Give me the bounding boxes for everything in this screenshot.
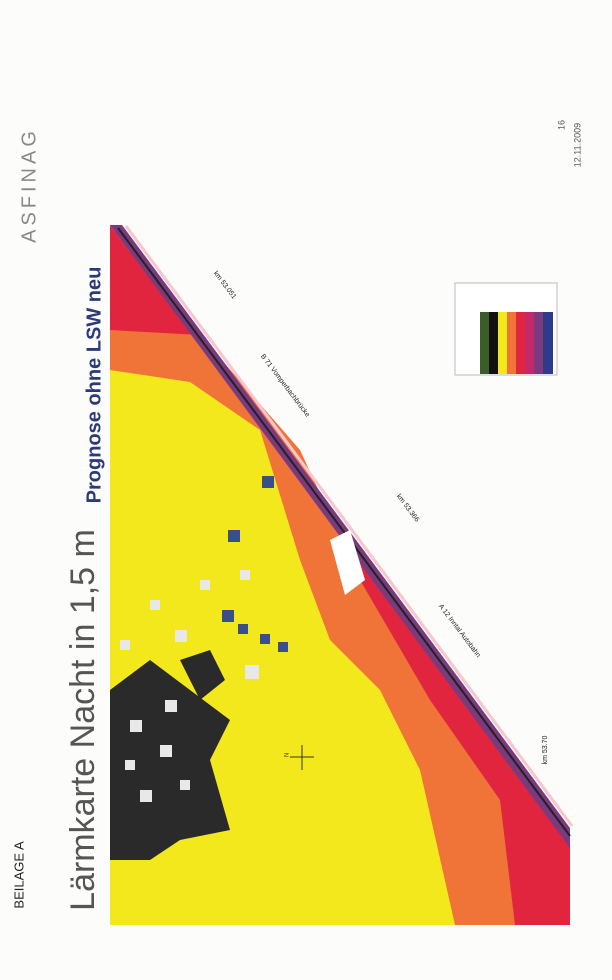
logo: ASFINAG <box>18 127 40 243</box>
title: Lärmkarte Nacht in 1,5 m <box>64 529 102 911</box>
road-edge <box>124 225 574 827</box>
building-white <box>330 530 365 595</box>
page-number: 16 <box>556 120 566 130</box>
subtitle: Prognose ohne LSW neu <box>83 267 105 504</box>
buildings <box>120 570 259 802</box>
legend <box>454 282 558 376</box>
north-label: N <box>285 753 291 757</box>
date: 12.11.2009 <box>572 123 582 167</box>
beilage: BEILAGE A <box>11 841 26 909</box>
road-label: km 53.70 <box>542 735 549 764</box>
built-area <box>180 650 225 700</box>
buildings-blue <box>222 476 288 652</box>
noise-map: N km 53.051 B 71 Vomperbachbrücke km 53.… <box>110 225 574 925</box>
road <box>117 227 571 837</box>
built-area <box>110 660 230 860</box>
